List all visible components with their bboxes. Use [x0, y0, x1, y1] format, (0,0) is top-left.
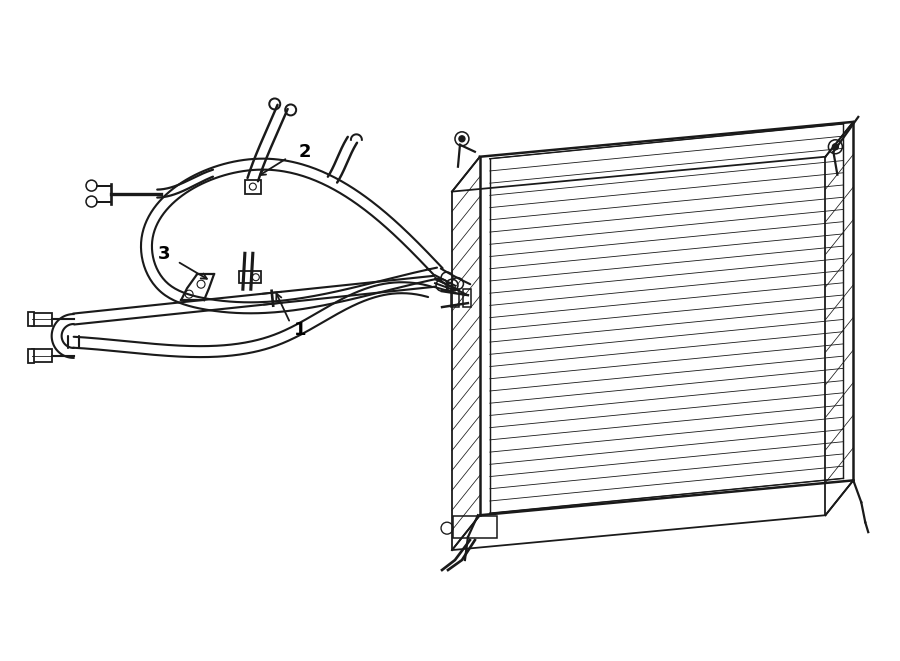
Circle shape: [832, 144, 839, 150]
Bar: [32, 313, 51, 325]
Bar: [238, 271, 261, 283]
Bar: [28, 349, 34, 363]
Text: 1: 1: [294, 321, 307, 339]
Bar: [453, 516, 497, 538]
Bar: [451, 289, 459, 307]
Text: 3: 3: [158, 245, 170, 263]
Bar: [32, 350, 51, 362]
Bar: [28, 312, 34, 326]
Circle shape: [459, 136, 465, 142]
Text: 2: 2: [299, 143, 310, 161]
Bar: [463, 289, 471, 307]
Bar: [245, 180, 261, 194]
